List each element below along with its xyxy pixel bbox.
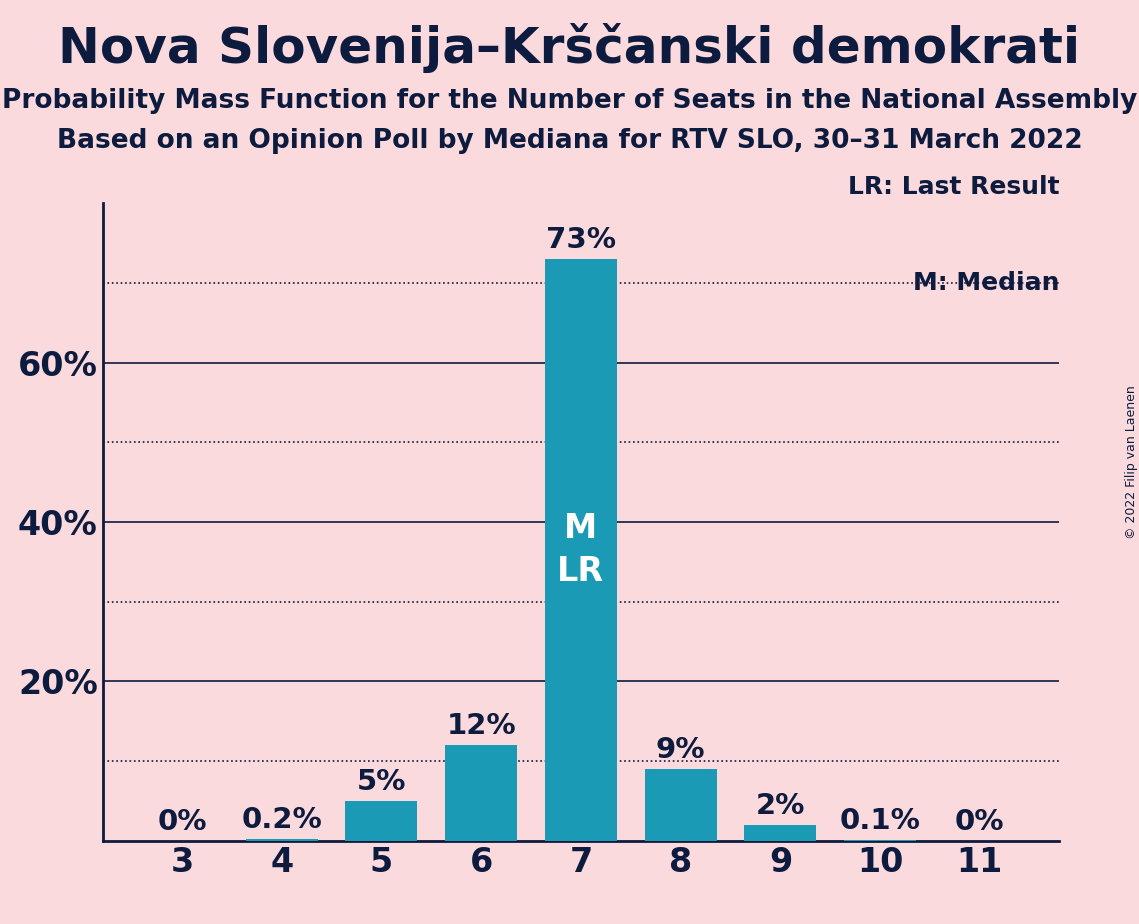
Text: 9%: 9% (656, 736, 705, 764)
Text: LR: Last Result: LR: Last Result (847, 175, 1059, 199)
Bar (345, 801, 417, 841)
Text: © 2022 Filip van Laenen: © 2022 Filip van Laenen (1124, 385, 1138, 539)
Text: 0%: 0% (956, 808, 1005, 836)
Text: M
LR: M LR (557, 512, 605, 589)
Text: 0%: 0% (157, 808, 206, 836)
Text: Probability Mass Function for the Number of Seats in the National Assembly: Probability Mass Function for the Number… (2, 88, 1137, 114)
Text: 5%: 5% (357, 768, 407, 796)
Text: 12%: 12% (446, 712, 516, 740)
Text: Based on an Opinion Poll by Mediana for RTV SLO, 30–31 March 2022: Based on an Opinion Poll by Mediana for … (57, 128, 1082, 153)
Text: 0.1%: 0.1% (839, 808, 920, 835)
Text: M: Median: M: Median (912, 271, 1059, 295)
Bar (445, 745, 517, 841)
Bar (745, 825, 817, 841)
Text: Nova Slovenija–Krščanski demokrati: Nova Slovenija–Krščanski demokrati (58, 23, 1081, 73)
Text: 0.2%: 0.2% (241, 807, 322, 834)
Text: 73%: 73% (546, 226, 616, 254)
Bar (645, 769, 716, 841)
Bar (246, 839, 318, 841)
Text: 2%: 2% (755, 792, 805, 821)
Bar (544, 259, 617, 841)
